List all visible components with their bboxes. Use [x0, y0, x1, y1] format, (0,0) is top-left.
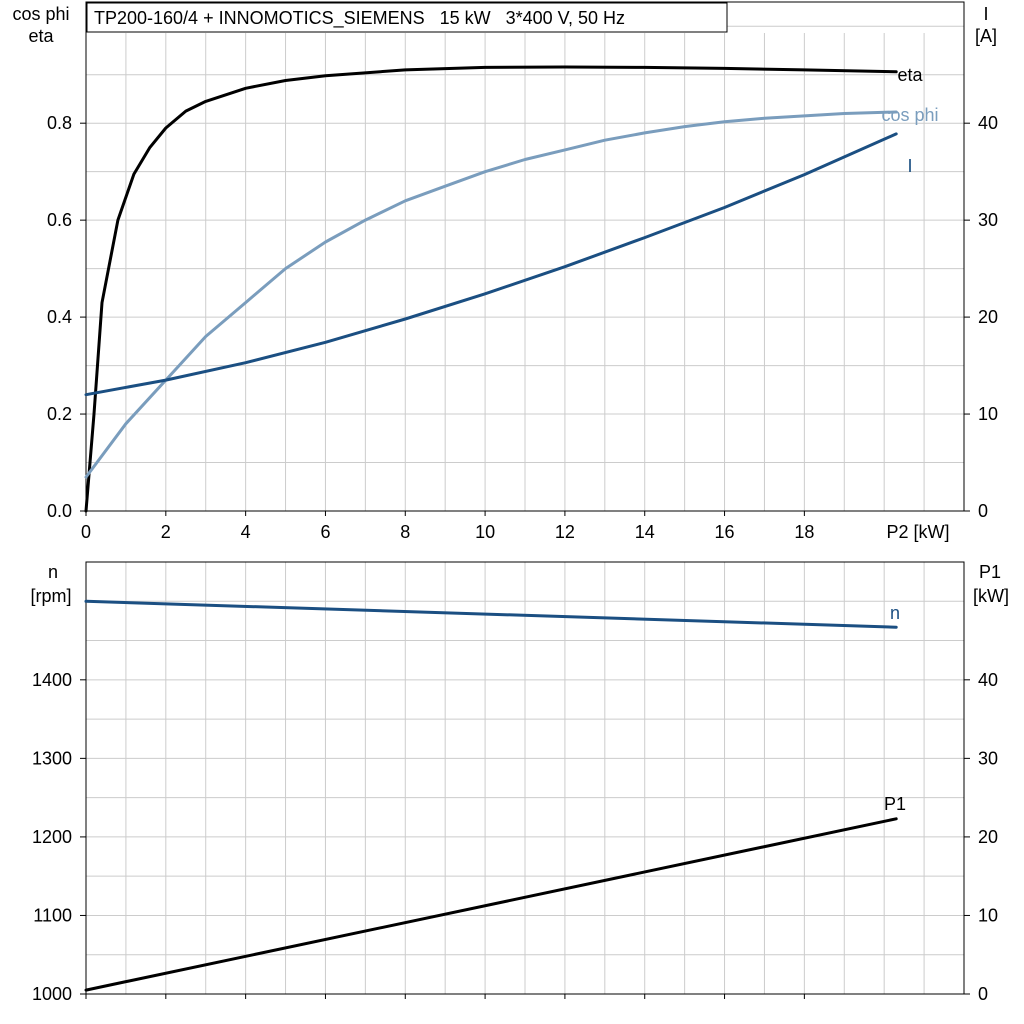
upper-right-axis-label-unit: [A] — [975, 26, 997, 46]
lower-right-tick-label: 0 — [978, 984, 988, 1004]
lower-grid — [86, 562, 964, 994]
upper-axis-ticks: 0.0 0.2 0.4 0.6 0.8 0 10 20 30 40 0 2 4 6 8 10 12 14 16 18 — [47, 113, 998, 542]
series-label-n: n — [890, 603, 900, 623]
upper-left-tick-label: 0.8 — [47, 113, 72, 133]
series-label-i: I — [907, 156, 912, 176]
lower-right-axis-label-unit: [kW] — [973, 586, 1009, 606]
lower-right-tick-label: 10 — [978, 905, 998, 925]
lower-left-tick-label: 1100 — [33, 905, 72, 925]
lower-axis-ticks: 1000 1100 1200 1300 1400 0 10 20 30 40 — [32, 670, 998, 1004]
upper-right-axis-label-i: I — [983, 4, 988, 24]
lower-left-tick-label: 1200 — [32, 827, 72, 847]
series-line-eta — [84, 65, 898, 513]
x-tick-label: 6 — [320, 522, 330, 542]
x-tick-label: 12 — [555, 522, 575, 542]
lower-left-tick-label: 1400 — [32, 670, 72, 690]
lower-curves — [84, 599, 898, 992]
upper-right-tick-label: 10 — [978, 404, 998, 424]
series-line-p1 — [84, 817, 898, 992]
upper-right-tick-label: 30 — [978, 210, 998, 230]
lower-right-axis-label-p1: P1 — [979, 562, 1001, 582]
upper-left-axis-label-eta: eta — [28, 26, 54, 46]
series-label-p1: P1 — [884, 794, 906, 814]
lower-right-tick-label: 20 — [978, 827, 998, 847]
x-tick-label: 0 — [81, 522, 91, 542]
x-tick-label: 16 — [715, 522, 735, 542]
chart-title: TP200-160/4 + INNOMOTICS_SIEMENS 15 kW 3… — [94, 8, 625, 29]
upper-right-tick-label: 20 — [978, 307, 998, 327]
lower-left-axis-label-n: n — [48, 562, 58, 582]
upper-left-tick-label: 0.4 — [47, 307, 72, 327]
x-tick-label: 10 — [475, 522, 495, 542]
x-tick-label: 2 — [161, 522, 171, 542]
series-label-eta: eta — [897, 65, 923, 85]
x-tick-label: 4 — [241, 522, 251, 542]
lower-plot: 1000 1100 1200 1300 1400 0 10 20 30 40 n [rpm] P1… — [30, 561, 1009, 1004]
series-line-i — [84, 132, 898, 397]
lower-left-tick-label: 1300 — [32, 748, 72, 768]
upper-left-tick-label: 0.2 — [47, 404, 72, 424]
x-axis-label: P2 [kW] — [886, 522, 949, 542]
series-line-cos-phi — [84, 110, 898, 479]
lower-left-tick-label: 1000 — [32, 984, 72, 1004]
upper-curves — [84, 65, 898, 513]
x-tick-label: 8 — [400, 522, 410, 542]
x-tick-label: 14 — [635, 522, 655, 542]
upper-left-tick-label: 0.6 — [47, 210, 72, 230]
lower-right-tick-label: 30 — [978, 748, 998, 768]
upper-left-tick-label: 0.0 — [47, 501, 72, 521]
lower-left-axis-label-unit: [rpm] — [30, 586, 71, 606]
lower-right-tick-label: 40 — [978, 670, 998, 690]
x-tick-label: 18 — [794, 522, 814, 542]
lower-plot-frame — [85, 561, 965, 995]
series-line-n — [84, 599, 898, 629]
upper-right-tick-label: 40 — [978, 113, 998, 133]
upper-left-axis-label-cosphi: cos phi — [12, 4, 69, 24]
chart-title-box — [86, 2, 728, 33]
upper-right-tick-label: 0 — [978, 501, 988, 521]
upper-plot-frame — [85, 1, 965, 512]
series-label-cosphi: cos phi — [881, 105, 938, 125]
